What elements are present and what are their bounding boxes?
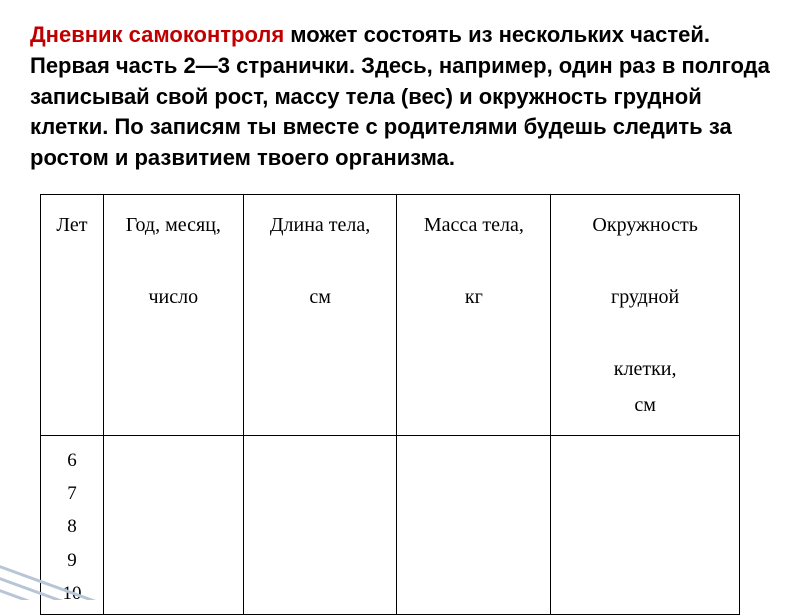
header-chest: Окружность грудной клетки, см (551, 194, 740, 435)
intro-paragraph: Дневник самоконтроля может состоять из н… (30, 20, 770, 174)
header-date-line1: Год, месяц, (126, 214, 221, 236)
age-value-0: 6 (49, 444, 95, 477)
header-mass: Масса тела, кг (397, 194, 551, 435)
header-length-line1: Длина тела, (270, 214, 370, 236)
header-length-line2: см (309, 286, 331, 308)
header-length: Длина тела, см (243, 194, 397, 435)
header-date-line2: число (148, 286, 198, 308)
header-date: Год, месяц, число (103, 194, 243, 435)
age-value-1: 7 (49, 477, 95, 510)
length-cell (243, 435, 397, 614)
highlight-term: Дневник самоконтроля (30, 22, 284, 47)
header-chest-line1: Окружность (592, 214, 697, 236)
chest-cell (551, 435, 740, 614)
table-header-row: Лет Год, месяц, число Длина тела, см Мас… (41, 194, 740, 435)
header-chest-line2: грудной (611, 286, 679, 308)
header-age: Лет (41, 194, 104, 435)
header-age-line1: Лет (56, 214, 87, 236)
age-value-2: 8 (49, 510, 95, 543)
mass-cell (397, 435, 551, 614)
header-chest-line4: см (634, 394, 656, 416)
header-mass-line2: кг (465, 286, 483, 308)
corner-decoration (0, 540, 150, 600)
header-chest-line3: клетки, (614, 358, 677, 380)
header-mass-line1: Масса тела, (424, 214, 524, 236)
